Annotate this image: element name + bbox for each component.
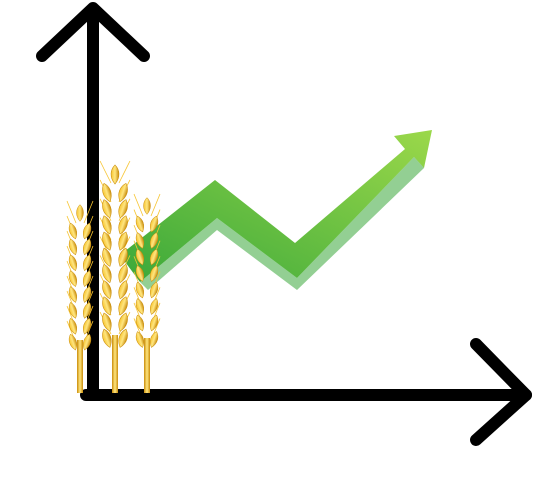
- y-axis-arrow-icon: [36, 2, 150, 401]
- trend-arrow-icon: [120, 130, 432, 290]
- wheat-ear: [66, 200, 94, 393]
- wheat-ear: [99, 160, 131, 393]
- x-axis-arrow-icon: [80, 338, 532, 446]
- wheat-ears-icon: [66, 160, 161, 393]
- wheat-ear: [133, 193, 161, 393]
